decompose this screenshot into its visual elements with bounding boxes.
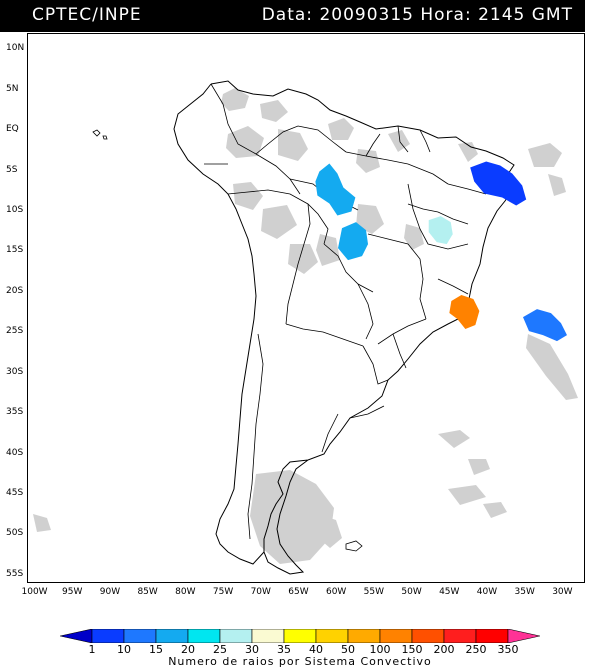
lon-tick-label: 45W [439, 587, 460, 597]
legend-swatch [315, 629, 349, 643]
legend-swatch [379, 629, 413, 643]
legend-level-label: 15 [149, 643, 163, 656]
legend-swatch [123, 629, 157, 643]
lon-tick-label: 100W [21, 587, 48, 597]
legend-level-label: 1 [88, 643, 96, 656]
lon-tick-label: 50W [401, 587, 422, 597]
convective-system-amazon-north [315, 163, 356, 216]
lat-tick-label: 30S [6, 366, 24, 377]
lon-tick-label: 65W [288, 587, 309, 597]
lat-tick-label: 10N [6, 43, 25, 54]
legend-level-label: 20 [181, 643, 195, 656]
lon-tick-label: 60W [325, 587, 347, 597]
legend-level-label: 25 [213, 643, 227, 656]
falklands-outline [345, 540, 363, 552]
legend-level-label: 35 [277, 643, 291, 656]
cloud-layer [33, 88, 578, 564]
convective-system-atlantic [522, 309, 567, 342]
lat-tick-label: 55S [6, 568, 24, 579]
lon-tick-label: 40W [476, 587, 498, 597]
legend-title: Numero de raios por Sistema Convectivo [168, 655, 432, 668]
legend-swatch [507, 629, 540, 643]
legend-level-label: 200 [433, 643, 455, 656]
legend-swatch [475, 629, 509, 643]
galapagos-outline [92, 129, 108, 140]
legend-swatch [155, 629, 189, 643]
convective-system-bahia [428, 216, 453, 245]
lon-tick-label: 80W [175, 587, 196, 597]
lon-tick-label: 75W [212, 587, 234, 597]
lat-tick-label: 5N [6, 83, 19, 94]
lon-tick-label: 85W [137, 587, 158, 597]
lon-tick-label: 90W [99, 587, 121, 597]
map-canvas [33, 80, 578, 575]
legend-swatch [251, 629, 285, 643]
lon-tick-label: 35W [514, 587, 535, 597]
source-label: CPTEC/INPE [32, 5, 142, 25]
legend-level-label: 100 [369, 643, 391, 656]
legend-level-label: 250 [465, 643, 487, 656]
legend-level-label: 30 [245, 643, 259, 656]
convective-systems-layer [315, 161, 567, 342]
legend-level-label: 350 [497, 643, 519, 656]
lat-tick-label: 40S [6, 447, 24, 458]
lat-tick-label: 45S [6, 488, 24, 499]
legend-swatch [347, 629, 381, 643]
legend-swatch [411, 629, 445, 643]
convective-system-amazon-south [338, 222, 369, 261]
lat-tick-label: 20S [6, 285, 24, 296]
lat-tick-label: 15S [6, 245, 24, 256]
country-borders [204, 83, 487, 540]
lat-tick-label: 35S [6, 407, 24, 418]
legend-level-label: 50 [341, 643, 355, 656]
lon-tick-label: 95W [62, 587, 83, 597]
lat-tick-label: 10S [6, 204, 24, 215]
color-legend-bar [60, 629, 540, 643]
convective-system-northeast-coast [470, 161, 527, 206]
legend-swatch [443, 629, 477, 643]
lon-tick-label: 70W [250, 587, 271, 597]
continent-outline [210, 80, 515, 575]
west-coast [173, 83, 265, 565]
lat-tick-label: 5S [6, 164, 18, 175]
legend-swatch [283, 629, 317, 643]
convective-system-southeast [449, 294, 480, 329]
lat-tick-label: 50S [6, 528, 24, 539]
legend-swatch [187, 629, 221, 643]
legend-level-label: 150 [401, 643, 423, 656]
datetime-label: Data: 20090315 Hora: 2145 GMT [261, 5, 573, 25]
map-header: CPTEC/INPE Data: 20090315 Hora: 2145 GMT [0, 0, 585, 32]
lat-tick-label: 25S [6, 326, 24, 337]
lon-tick-label: 55W [363, 587, 385, 597]
legend-swatch [91, 629, 125, 643]
lon-tick-label: 30W [552, 587, 573, 597]
legend-level-label: 10 [117, 643, 131, 656]
lat-tick-label: EQ [6, 124, 19, 135]
legend-level-label: 40 [309, 643, 323, 656]
legend-swatch [60, 629, 93, 643]
legend-swatch [219, 629, 253, 643]
map-frame [27, 33, 585, 583]
